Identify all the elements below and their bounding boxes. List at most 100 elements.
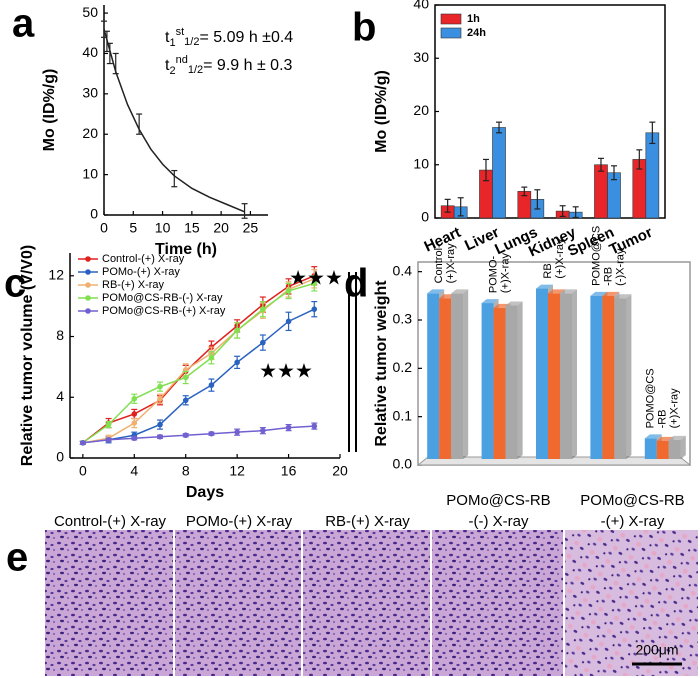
- y-axis-label: Relative tumor weight: [373, 280, 390, 447]
- x-tick-label: 25: [243, 220, 259, 236]
- annotation-part: 1/2: [188, 64, 203, 76]
- x-tick-label: 0: [100, 220, 108, 236]
- bar-front: [451, 293, 464, 459]
- error-bar: [597, 157, 604, 172]
- bar-side: [517, 301, 523, 459]
- y-tick-label: 10: [413, 155, 429, 171]
- bar-top: [644, 434, 662, 439]
- marker: [234, 327, 240, 334]
- x-tick-label: 0: [79, 463, 87, 479]
- annotation-part: = 9.9 h ± 0.3: [203, 57, 292, 74]
- panel-letter: c: [4, 262, 26, 306]
- bar-3d: [614, 294, 632, 459]
- bar-front: [439, 298, 452, 459]
- y-tick-label: 8: [56, 327, 64, 343]
- x-tick-label: 20: [213, 220, 229, 236]
- bar-top: [590, 291, 608, 296]
- y-tick-label: 30: [413, 49, 429, 65]
- marker: [260, 306, 266, 312]
- x-tick-label: (+)X-ray: [500, 253, 512, 294]
- bar-front: [668, 439, 681, 459]
- annotation-part: st: [176, 26, 185, 38]
- annotation-part: = 5.09 h ±0.4: [199, 29, 293, 46]
- x-tick-label: -RB: [657, 409, 669, 428]
- marker: [131, 435, 138, 442]
- bar-top: [668, 435, 686, 440]
- marker: [285, 424, 292, 431]
- bar-top: [505, 301, 523, 306]
- x-tick-label: (+)X-ray: [554, 238, 566, 279]
- bar-top: [602, 291, 620, 296]
- marker: [234, 429, 240, 435]
- bar-front: [656, 440, 669, 459]
- significance-stars: ★★★: [259, 360, 313, 382]
- marker: [285, 288, 292, 294]
- marker: [260, 427, 266, 434]
- panel-letter: a: [12, 2, 35, 46]
- legend-label: 1h: [467, 13, 480, 25]
- image-label: POMo@CS-RB: [446, 492, 550, 509]
- y-tick-label: 20: [413, 102, 429, 118]
- error-bar: [106, 42, 113, 65]
- marker: [208, 430, 215, 437]
- y-tick-label: 0: [90, 206, 98, 222]
- x-tick-label: 4: [130, 463, 138, 479]
- marker: [311, 423, 318, 429]
- series-line: [82, 425, 315, 444]
- marker: [234, 359, 240, 366]
- y-tick-label: 0: [421, 209, 429, 225]
- marker: [131, 395, 138, 402]
- marker: [285, 318, 292, 325]
- image-label: RB-(+) X-ray: [325, 513, 410, 530]
- legend-label: POMo@CS-RB-(+) X-ray: [102, 305, 226, 317]
- image-label: -(-) X-ray: [469, 513, 529, 530]
- y-axis-label: Relative tumor volume (V/V0): [19, 245, 36, 466]
- x-tick-label: POMO-: [488, 255, 500, 293]
- bar-side: [680, 435, 686, 459]
- bar-3d: [668, 435, 686, 459]
- image-label: POMo@CS-RB: [580, 492, 684, 509]
- error-bar: [101, 20, 107, 38]
- marker: [157, 421, 163, 428]
- bar-top: [548, 289, 565, 294]
- error-bar: [241, 203, 248, 219]
- marker: [311, 280, 318, 287]
- x-tick-label: RB: [542, 263, 554, 278]
- bar: [594, 164, 608, 219]
- legend-label: POMo-(+) X-ray: [102, 266, 180, 278]
- x-tick-label: 20: [332, 463, 348, 479]
- annotation-part: t: [165, 29, 170, 46]
- legend-label: Control-(+) X-ray: [102, 253, 185, 265]
- bar-3d: [451, 289, 469, 459]
- y-tick-label: 0.0: [393, 456, 413, 472]
- bar-front: [590, 295, 603, 459]
- image-label: Control-(+) X-ray: [54, 513, 167, 530]
- marker: [105, 436, 112, 443]
- series-line: [82, 275, 315, 444]
- error-bar: [559, 205, 566, 218]
- y-axis-label: Mo (ID%/g): [373, 70, 390, 153]
- bar-top: [481, 299, 499, 304]
- legend-marker: [85, 269, 91, 275]
- error-bar: [572, 206, 579, 219]
- legend-marker: [85, 256, 91, 262]
- x-axis-label: Days: [186, 484, 224, 501]
- y-tick-label: 30: [82, 85, 98, 101]
- annotation-part: 1/2: [184, 36, 199, 48]
- legend-label: RB-(+) X-ray: [102, 279, 165, 291]
- marker: [157, 395, 163, 402]
- error-bar: [534, 189, 541, 210]
- significance-stars: ★★★: [289, 267, 343, 289]
- scale-bar-label: 200μm: [635, 642, 678, 658]
- bar-front: [548, 293, 560, 459]
- y-tick-label: 0.3: [393, 311, 413, 327]
- fit-curve: [103, 29, 245, 213]
- legend-label: POMo@CS-RB-(-) X-ray: [102, 292, 223, 304]
- x-tick-label: (+)X-ray: [445, 243, 457, 284]
- marker: [131, 420, 138, 426]
- panel-letter: b: [352, 6, 376, 50]
- y-tick-label: 12: [48, 266, 64, 282]
- annotation-part: 2: [169, 65, 175, 77]
- marker: [208, 382, 215, 388]
- error-bar: [103, 30, 110, 53]
